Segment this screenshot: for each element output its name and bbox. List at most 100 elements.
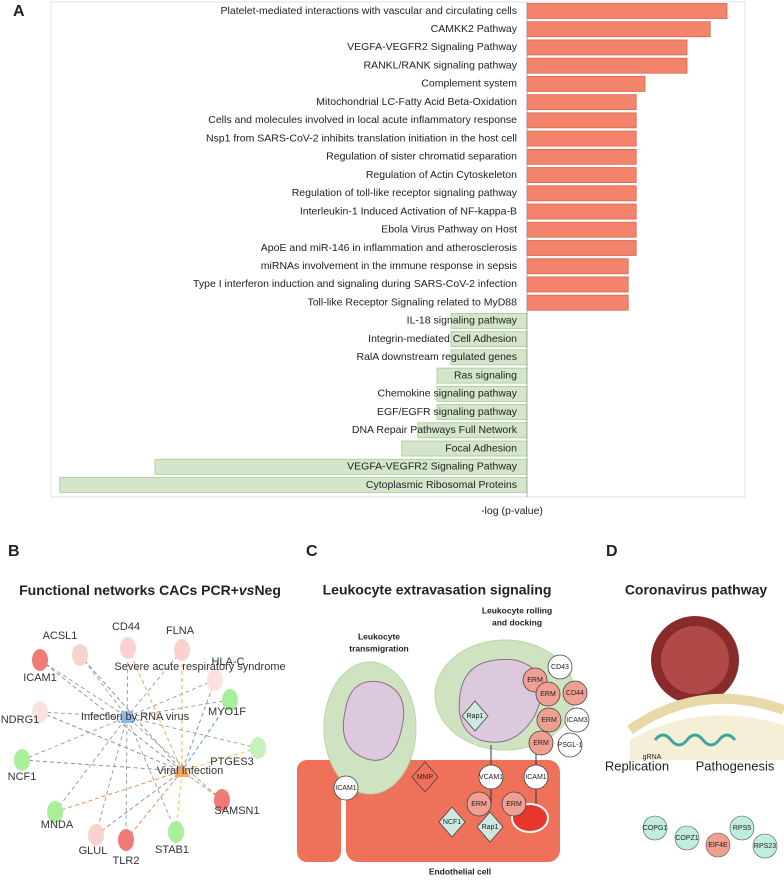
molecule-label: ERM: [506, 801, 522, 808]
edge: [181, 747, 259, 772]
panel-title: Functional networks CACs PCR+vsNeg: [19, 582, 281, 598]
bar: [526, 221, 637, 238]
molecule: [528, 730, 554, 756]
bar: [526, 76, 646, 92]
category-label: VEGFA-VEGFR2 Signaling Pathway: [347, 461, 518, 473]
hub-label: Viral Infection: [157, 765, 223, 777]
node-label: PTGES3: [210, 756, 253, 768]
gene: [705, 832, 731, 858]
category-label: Complement system: [421, 78, 517, 90]
bar: [526, 3, 728, 19]
gene-label: COPG1: [643, 825, 668, 832]
edge: [95, 770, 183, 836]
node-label: ICAM1: [23, 672, 57, 684]
node: [214, 789, 230, 811]
gene: [729, 815, 755, 841]
molecule: [562, 680, 588, 706]
hub-label: Infection by RNA virus: [81, 711, 190, 723]
category-label: Ebola Virus Pathway on Host: [381, 224, 517, 236]
molecule: [536, 707, 562, 733]
node-label: HLA-C: [211, 656, 244, 668]
molecule-label: VCAM1: [479, 774, 503, 781]
edge: [21, 759, 183, 772]
category-label: EGF/EGFR signaling pathway: [377, 406, 518, 418]
edge: [79, 654, 128, 718]
category-label: Focal Adhesion: [445, 442, 517, 454]
edge: [39, 659, 128, 718]
gene: [642, 815, 668, 841]
node: [32, 701, 48, 723]
node-label: GLUL: [79, 845, 108, 857]
category-label: RANKL/RANK signaling pathway: [364, 59, 518, 71]
category-label: Nsp1 from SARS-CoV-2 inhibits translatio…: [206, 132, 517, 144]
molecule: [547, 654, 573, 680]
node-label: ACSL1: [43, 630, 78, 642]
molecule: [333, 775, 359, 801]
molecule: [564, 707, 590, 733]
category-label: Type I interferon induction and signalin…: [193, 278, 517, 290]
molecule: [478, 764, 504, 790]
edge: [125, 770, 183, 841]
edge: [54, 716, 128, 813]
bar: [526, 258, 629, 275]
gene: [674, 825, 700, 851]
bar: [526, 57, 688, 74]
bar: [526, 39, 688, 56]
category-label: Cells and molecules involved in local ac…: [208, 114, 517, 126]
node-label: FLNA: [166, 625, 195, 637]
molecules: ERM CD43 ERM CD44 ERM ICAM3 ERM PSGL-1 Rap1 VCAM1…: [333, 654, 590, 843]
node-label: MNDA: [41, 819, 74, 831]
category-label: Regulation of toll-like receptor signali…: [292, 187, 518, 199]
node: [32, 649, 48, 671]
category-label: RalA downstream regulated genes: [356, 351, 517, 363]
hub: [174, 763, 190, 777]
nucleus: [342, 680, 405, 761]
cell-label: Leukocyte: [358, 631, 400, 641]
title-part: Neg: [254, 582, 280, 598]
molecule-label: ERM: [533, 740, 549, 747]
node: [222, 689, 238, 711]
hub: [121, 711, 133, 723]
category-label: CAMKK2 Pathway: [431, 23, 518, 35]
molecule-label: Rap1: [467, 713, 484, 720]
edge: [39, 711, 128, 718]
category-label: IL-18 signaling pathway: [407, 315, 518, 327]
panel-letter: C: [306, 543, 318, 560]
panel-letter: D: [606, 543, 618, 560]
edge: [39, 711, 183, 772]
node: [120, 637, 136, 659]
molecule-label: ICAM1: [525, 774, 547, 781]
gene-label: RPS23: [754, 843, 776, 850]
node: [168, 821, 184, 843]
gene-label: COPZ1: [675, 835, 698, 842]
gene-label: RPS5: [733, 825, 751, 832]
edge: [181, 679, 216, 772]
panel-letter: A: [13, 3, 25, 20]
coronavirus-diagram: [627, 616, 784, 760]
edge: [95, 716, 128, 836]
node-label: NDRG1: [1, 714, 40, 726]
bar: [526, 276, 629, 293]
bar: [526, 112, 637, 129]
molecule: [523, 764, 549, 790]
node-label: NCF1: [8, 771, 37, 783]
edge: [126, 649, 183, 718]
edge: [39, 659, 183, 772]
category-label: miRNAs involvement in the immune respons…: [261, 260, 517, 272]
bar: [526, 203, 637, 220]
title-part: vs: [239, 582, 255, 598]
node: [207, 669, 223, 691]
edge: [181, 699, 231, 772]
grna-label: gRNA: [643, 754, 662, 761]
x-axis-label: -log (p-value): [481, 505, 543, 517]
node-label: SAMSN1: [214, 805, 259, 817]
edge: [126, 716, 259, 749]
node-label: STAB1: [155, 844, 189, 856]
grna-strand: [653, 733, 737, 747]
category-label: Toll-like Receptor Signaling related to …: [307, 296, 517, 308]
molecule-label: CD44: [566, 690, 584, 697]
node: [72, 644, 88, 666]
category-label: Platelet-mediated interactions with vasc…: [221, 5, 517, 17]
molecule: [411, 761, 439, 793]
hub-label: Severe acute respiratory syndrome: [114, 661, 285, 673]
